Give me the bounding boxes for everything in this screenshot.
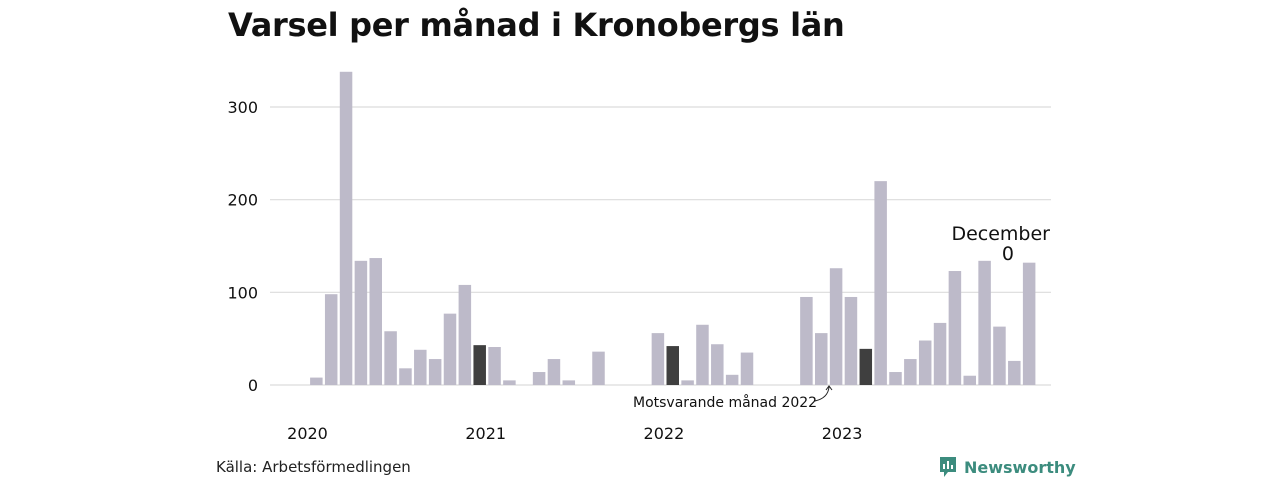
x-tick-label: 2023 <box>822 424 863 443</box>
bar <box>829 268 843 385</box>
bar <box>532 372 546 385</box>
bar <box>562 380 576 385</box>
bar <box>369 258 382 385</box>
bar <box>651 333 665 385</box>
bar <box>458 284 472 385</box>
bar <box>681 380 694 385</box>
bar <box>978 260 991 385</box>
bar <box>443 313 457 385</box>
highlight-annotation: Motsvarande månad 2022 <box>633 394 817 411</box>
y-tick-label: 100 <box>227 283 258 302</box>
bar <box>428 359 442 385</box>
x-tick-label: 2020 <box>287 424 328 443</box>
bar <box>399 368 412 385</box>
bar <box>696 324 709 385</box>
y-tick-label: 300 <box>227 98 258 117</box>
bar <box>711 344 724 385</box>
bar <box>933 322 947 385</box>
bar <box>1022 262 1036 385</box>
source-note: Källa: Arbetsförmedlingen <box>216 458 411 476</box>
bar <box>324 294 338 385</box>
bar <box>874 181 887 385</box>
newsworthy-logo-icon <box>940 457 956 477</box>
brand-logo: Newsworthy <box>938 456 1076 478</box>
bar <box>918 340 932 385</box>
bar <box>800 296 813 385</box>
bar <box>488 347 501 385</box>
bar <box>963 375 976 385</box>
bar <box>414 349 427 385</box>
bar <box>904 359 917 385</box>
bar <box>473 345 486 385</box>
bar <box>384 331 397 385</box>
x-axis-year-labels: 2020 2021 2022 2023 <box>287 424 862 443</box>
y-tick-label: 0 <box>248 376 258 395</box>
brand-name: Newsworthy <box>964 457 1076 477</box>
bar <box>310 377 323 385</box>
bar <box>993 326 1006 385</box>
bar <box>725 374 739 385</box>
bar <box>740 352 754 385</box>
bars <box>310 71 1036 385</box>
bar <box>666 346 679 385</box>
chart-title: Varsel per månad i Kronobergs län <box>228 6 845 44</box>
bar <box>592 351 605 385</box>
bar <box>815 333 828 385</box>
bar <box>844 296 858 385</box>
bar <box>1008 360 1021 385</box>
annotation-arrowhead <box>825 385 833 391</box>
y-tick-label: 200 <box>227 191 258 210</box>
bar <box>339 71 353 385</box>
last-month-label: December <box>951 223 1050 245</box>
bar <box>547 359 561 385</box>
last-value-label: 0 <box>1002 243 1014 265</box>
x-tick-label: 2022 <box>644 424 685 443</box>
y-axis-ticks: 0 100 200 300 <box>227 98 258 395</box>
bar <box>889 372 902 385</box>
x-tick-label: 2021 <box>465 424 506 443</box>
bar <box>503 380 516 385</box>
bar <box>948 271 962 385</box>
bar <box>354 260 368 385</box>
annotation-arrow <box>814 386 830 402</box>
bar <box>859 348 873 385</box>
annotations: Motsvarande månad 2022 December 0 <box>633 223 1050 411</box>
